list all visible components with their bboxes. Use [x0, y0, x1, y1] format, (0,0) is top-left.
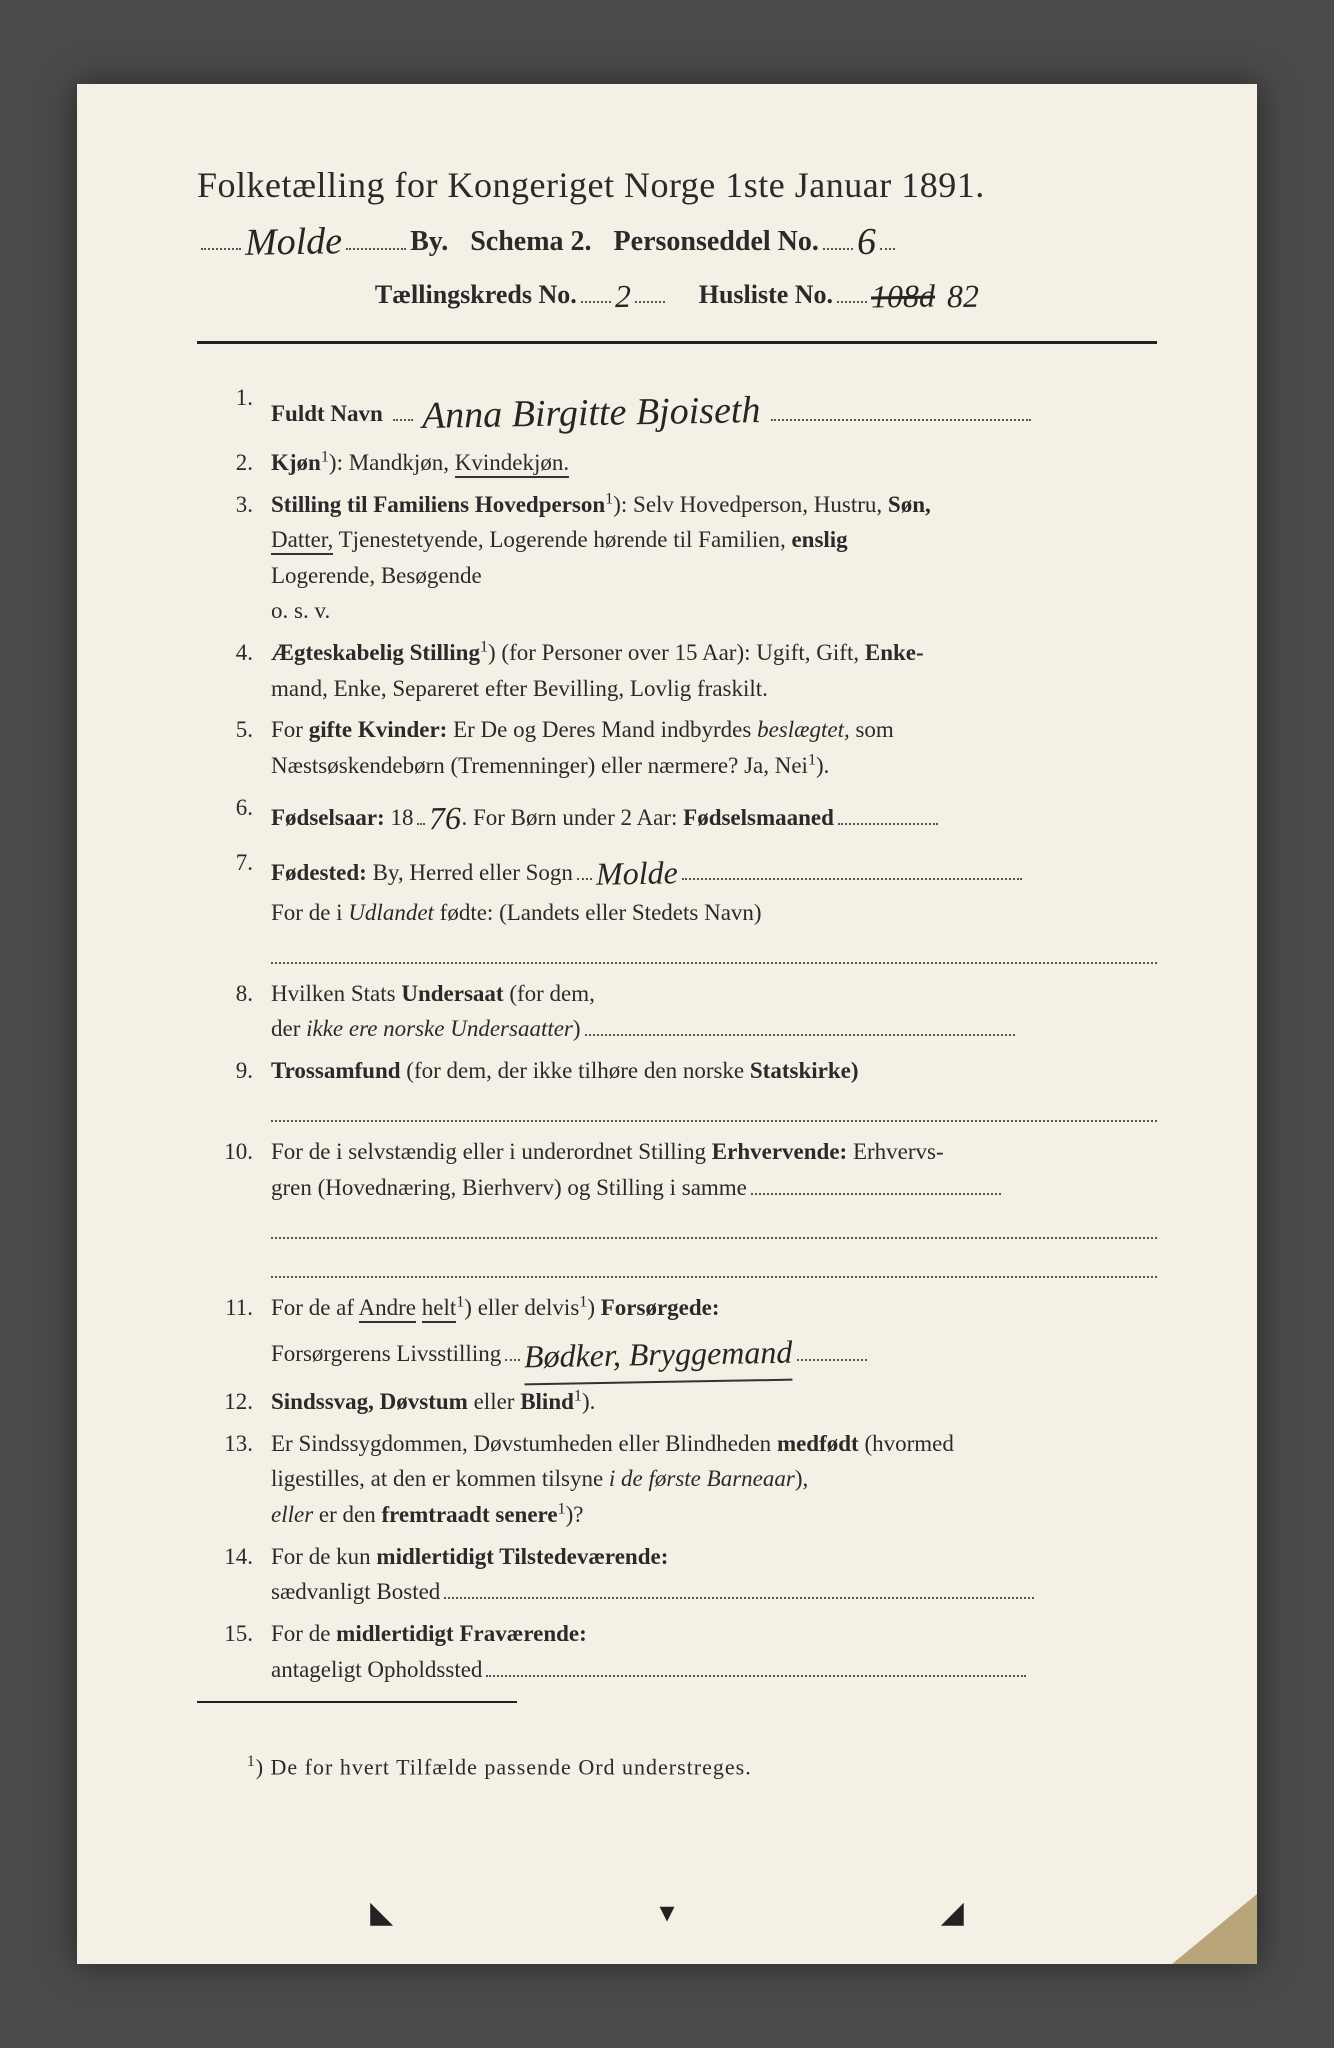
bottom-marks: ◣ ▾ ◢ [77, 1895, 1257, 1930]
hl-struck: 108d [871, 277, 936, 315]
city-handwritten: Molde [245, 219, 343, 265]
blank-line-7 [271, 936, 1157, 963]
sex-selected: Kvindekjøn. [455, 450, 569, 478]
item-6: 6. Fødselsaar: 1876. For Børn under 2 Aa… [197, 790, 1157, 840]
datter-selected: Datter, [271, 527, 333, 555]
item-1: 1. Fuldt Navn Anna Birgitte Bjoiseth [197, 380, 1157, 439]
item-12: 12. Sindssvag, Døvstum eller Blind1). [197, 1384, 1157, 1420]
provider-occupation: Bødker, Bryggemand [524, 1327, 793, 1384]
footnote-divider [197, 1701, 517, 1703]
footnote: 1) De for hvert Tilfælde passende Ord un… [197, 1753, 1157, 1780]
item-3: 3. Stilling til Familiens Hovedperson1):… [197, 487, 1157, 630]
mark-icon: ▾ [659, 1895, 674, 1930]
blank-line-9 [271, 1095, 1157, 1122]
item-8: 8. Hvilken Stats Undersaat (for dem, der… [197, 976, 1157, 1047]
divider-top [197, 341, 1157, 344]
blank-line-10a [271, 1211, 1157, 1238]
item-10: 10. For de i selvstændig eller i underor… [197, 1134, 1157, 1205]
name-handwritten: Anna Birgitte Bjoiseth [422, 381, 761, 446]
item-4: 4. Ægteskabelig Stilling1) (for Personer… [197, 635, 1157, 706]
item-5: 5. For gifte Kvinder: Er De og Deres Man… [197, 712, 1157, 783]
folded-corner [1172, 1894, 1257, 1964]
hl-no: 82 [947, 278, 980, 316]
item-2: 2. Kjøn1): Mandkjøn, Kvindekjøn. [197, 445, 1157, 481]
mark-icon: ◣ [370, 1895, 393, 1930]
personseddel-no: 6 [856, 220, 876, 264]
tk-label: Tællingskreds No. [375, 280, 577, 310]
item-9: 9. Trossamfund (for dem, der ikke tilhør… [197, 1053, 1157, 1089]
header-row-2: Tællingskreds No. 2 Husliste No. 108d 82 [197, 274, 1157, 311]
item-15: 15. For de midlertidigt Fraværende: anta… [197, 1616, 1157, 1687]
form-items: 1. Fuldt Navn Anna Birgitte Bjoiseth 2. … [197, 380, 1157, 1687]
blank-line-10b [271, 1251, 1157, 1278]
birthplace: Molde [595, 849, 678, 900]
main-title: Folketælling for Kongeriget Norge 1ste J… [197, 164, 1157, 206]
item-11: 11. For de af Andre helt1) eller delvis1… [197, 1290, 1157, 1378]
birth-year: 76 [429, 793, 462, 843]
header-row-1: Molde By. Schema 2. Personseddel No. 6 [197, 216, 1157, 260]
item-7: 7. Fødested: By, Herred eller SognMolde … [197, 845, 1157, 930]
hl-label: Husliste No. [699, 280, 833, 310]
schema-label: Schema 2. [470, 226, 591, 258]
tk-no: 2 [614, 278, 631, 315]
document-page: Folketælling for Kongeriget Norge 1ste J… [77, 84, 1257, 1964]
by-label: By. [410, 226, 448, 258]
mark-icon: ◢ [941, 1895, 964, 1930]
personseddel-label: Personseddel No. [614, 226, 819, 258]
item-14: 14. For de kun midlertidigt Tilstedevære… [197, 1539, 1157, 1610]
item-13: 13. Er Sindssygdommen, Døvstumheden elle… [197, 1426, 1157, 1533]
